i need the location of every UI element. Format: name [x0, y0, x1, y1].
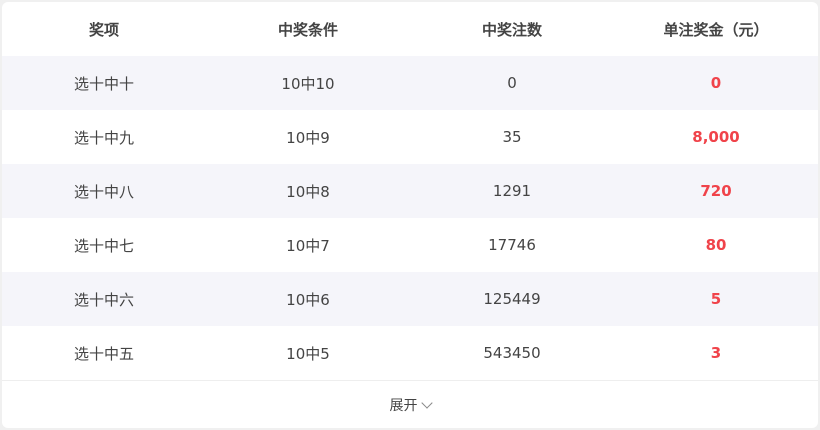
header-cell: 中奖注数: [481, 20, 542, 39]
prize-level: 选十中十: [73, 74, 134, 93]
chevron-down-icon: [420, 396, 433, 409]
win-condition: 10中8: [286, 182, 330, 201]
header-cell: 中奖条件: [277, 20, 338, 39]
win-condition: 10中7: [286, 236, 330, 255]
table-row: 选十中十 10中10 0 0: [2, 56, 818, 110]
prize-amount: 720: [700, 182, 732, 200]
prize-level: 选十中八: [73, 182, 134, 201]
prize-level: 选十中六: [73, 290, 134, 309]
prize-level: 选十中九: [73, 128, 134, 147]
prize-amount: 8,000: [692, 128, 740, 146]
winner-count: 543450: [483, 344, 541, 362]
win-condition: 10中9: [286, 128, 330, 147]
winner-count: 125449: [483, 290, 541, 308]
header-cell: 单注奖金（元）: [663, 20, 769, 39]
header-cell: 奖项: [88, 20, 119, 39]
prize-level: 选十中五: [73, 344, 134, 363]
prize-level: 选十中七: [73, 236, 134, 255]
table-row: 选十中九 10中9 35 8,000: [2, 110, 818, 164]
winner-count: 0: [507, 74, 517, 92]
winner-count: 17746: [488, 236, 536, 254]
expand-label: 展开: [389, 398, 418, 414]
win-condition: 10中5: [286, 344, 330, 363]
prize-amount: 3: [710, 344, 722, 362]
expand-button[interactable]: 展开: [2, 380, 818, 428]
table-row: 选十中五 10中5 543450 3: [2, 326, 818, 380]
win-condition: 10中10: [281, 74, 335, 93]
winner-count: 35: [502, 128, 522, 146]
prize-amount: 0: [710, 74, 722, 92]
prize-amount: 80: [705, 236, 727, 254]
table-row: 选十中七 10中7 17746 80: [2, 218, 818, 272]
win-condition: 10中6: [286, 290, 330, 309]
table-row: 选十中八 10中8 1291 720: [2, 164, 818, 218]
winner-count: 1291: [492, 182, 532, 200]
table-header: 奖项 中奖条件 中奖注数 单注奖金（元）: [2, 2, 818, 56]
table-row: 选十中六 10中6 125449 5: [2, 272, 818, 326]
prize-amount: 5: [710, 290, 722, 308]
